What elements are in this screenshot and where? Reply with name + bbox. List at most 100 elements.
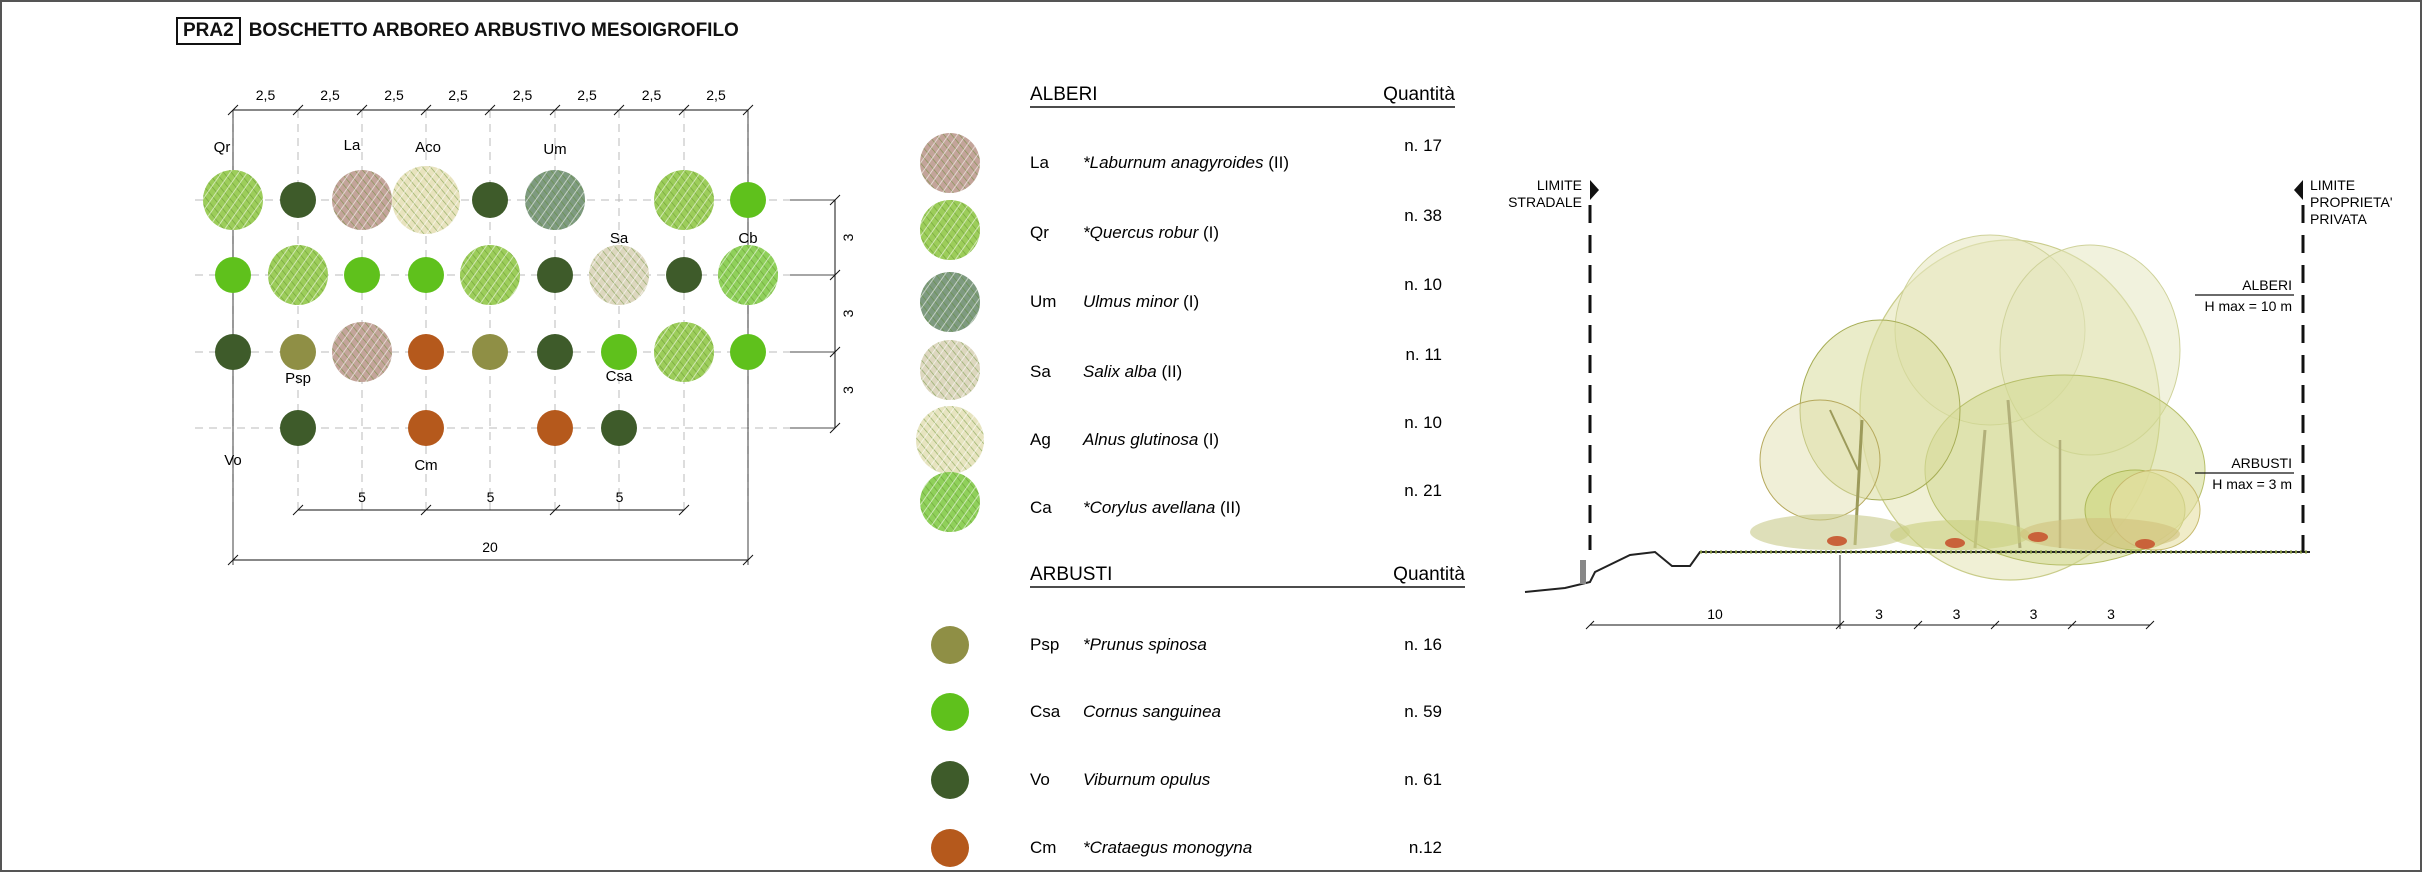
tree-texture-light [332, 170, 392, 230]
title-code: PRA2 [176, 17, 241, 45]
right-dim-2: 3 [840, 386, 856, 394]
tree-qty-5: n. 21 [1404, 481, 1442, 500]
plant-csa [215, 257, 251, 293]
section-dim-3: 3 [2030, 606, 2038, 622]
tree-texture-light [654, 322, 714, 382]
shrub-qty-0: n. 16 [1404, 635, 1442, 654]
tree-texture-light [525, 170, 585, 230]
plant-psp [280, 334, 316, 370]
bottom-dim-tick-1 [420, 504, 432, 516]
shrub-name-3: *Crataegus monogyna [1083, 838, 1252, 857]
legend-symbol-psp [931, 626, 969, 664]
tree-qty-4: n. 10 [1404, 413, 1442, 432]
plant-csa [730, 182, 766, 218]
tree-texture-light [332, 322, 392, 382]
top-dim-5: 2,5 [577, 87, 597, 103]
top-dim-2: 2,5 [384, 87, 404, 103]
tree-class-4: (I) [1198, 430, 1219, 449]
plant-qr [460, 245, 520, 305]
shrub-code-2: Vo [1030, 770, 1050, 789]
shrub-qty-3: n.12 [1409, 838, 1442, 857]
shrubs-qty-header: Quantità [1393, 564, 1465, 585]
plan-label-psp: Psp [285, 370, 311, 387]
tree-qty-1: n. 38 [1404, 206, 1442, 225]
section-dim-0: 10 [1707, 606, 1723, 622]
plant-la [332, 322, 392, 382]
section-dim-tick-4 [2067, 620, 2077, 630]
total-dim: 20 [482, 539, 498, 555]
drawing-title: PRA2 BOSCHETTO ARBOREO ARBUSTIVO MESOIGR… [176, 16, 739, 46]
legend-symbol-um [920, 272, 980, 332]
tree-species-4: Alnus glutinosa [1082, 430, 1198, 449]
trees-header: ALBERI [1030, 84, 1098, 105]
tree-texture-light [920, 472, 980, 532]
trees-height-label: ALBERI [2242, 277, 2292, 293]
legend-symbol-la [920, 133, 980, 193]
section-dim-4: 3 [2107, 606, 2115, 622]
top-dim-4: 2,5 [513, 87, 533, 103]
bottom-dim-tick-0 [292, 504, 304, 516]
plant-vo [215, 334, 251, 370]
tree-code-1: Qr [1030, 223, 1049, 242]
plant-vo [537, 257, 573, 293]
legend-symbol-sa [920, 340, 980, 400]
shrub-code-0: Psp [1030, 635, 1059, 654]
title-text: BOSCHETTO ARBOREO ARBUSTIVO MESOIGROFILO [248, 20, 739, 41]
tree-species-5: *Corylus avellana [1083, 498, 1215, 517]
top-dim-1: 2,5 [320, 87, 340, 103]
tree-qty-2: n. 10 [1404, 275, 1442, 294]
plan-label-sa: Sa [610, 230, 629, 247]
plant-qr [268, 245, 328, 305]
tree-code-5: Ca [1030, 498, 1052, 517]
shrub-qty-2: n. 61 [1404, 770, 1442, 789]
plant-csa [344, 257, 380, 293]
tree-qty-0: n. 17 [1404, 136, 1442, 155]
trees-list: La *Laburnum anagyroides (II) n. 17 Qr *Quer… [916, 133, 1442, 532]
species-legend: ALBERI Quantità La *Laburnum anagyroides … [916, 84, 1465, 867]
section-dim-tick-5 [2145, 620, 2155, 630]
right-dim-1: 3 [840, 309, 856, 317]
plant-qr [654, 322, 714, 382]
bottom-dim-1: 5 [487, 489, 495, 505]
plant-vo [601, 410, 637, 446]
bottom-dim-tick-2 [549, 504, 561, 516]
shrub-qty-1: n. 59 [1404, 702, 1442, 721]
tree-species-1: *Quercus robur [1083, 223, 1200, 242]
tree-texture-light [460, 245, 520, 305]
plan-label-la: La [344, 137, 361, 154]
plant-vo [280, 182, 316, 218]
top-dim-0: 2,5 [256, 87, 276, 103]
plan-label-qr: Qr [214, 139, 231, 156]
tree-species-0: *Laburnum anagyroides [1083, 153, 1264, 172]
plant-vo [537, 334, 573, 370]
plant-um [525, 170, 585, 230]
tree-class-3: (II) [1157, 362, 1183, 381]
road-limit-label-1: LIMITE [1537, 177, 1582, 193]
plan-grid [195, 110, 790, 515]
plant-cm [408, 334, 444, 370]
road-limit-label-2: STRADALE [1508, 194, 1582, 210]
tree-texture-light [920, 340, 980, 400]
tree-code-0: La [1030, 153, 1049, 172]
plant-sa [589, 245, 649, 305]
shrub-code-1: Csa [1030, 702, 1061, 721]
top-dim-tick-5 [549, 104, 561, 116]
tree-species-3: Salix alba [1083, 362, 1157, 381]
trees-qty-header: Quantità [1383, 84, 1455, 105]
plant-la [332, 170, 392, 230]
tree-code-3: Sa [1030, 362, 1051, 381]
right-dim-0: 3 [840, 233, 856, 241]
tree-species-2: Ulmus minor [1083, 292, 1180, 311]
legend-symbol-vo [931, 761, 969, 799]
tree-class-5: (II) [1215, 498, 1241, 517]
plan-symbols [203, 166, 778, 446]
plant-csa [730, 334, 766, 370]
shrubs-list: Psp *Prunus spinosa n. 16 Csa Cornus sanguin… [931, 626, 1442, 867]
legend-symbol-ca [920, 472, 980, 532]
tree-name-5: *Corylus avellana (II) [1083, 498, 1241, 517]
plant-qr [654, 170, 714, 230]
property-limit-label-1: LIMITE [2310, 177, 2355, 193]
top-dim-7: 2,5 [706, 87, 726, 103]
